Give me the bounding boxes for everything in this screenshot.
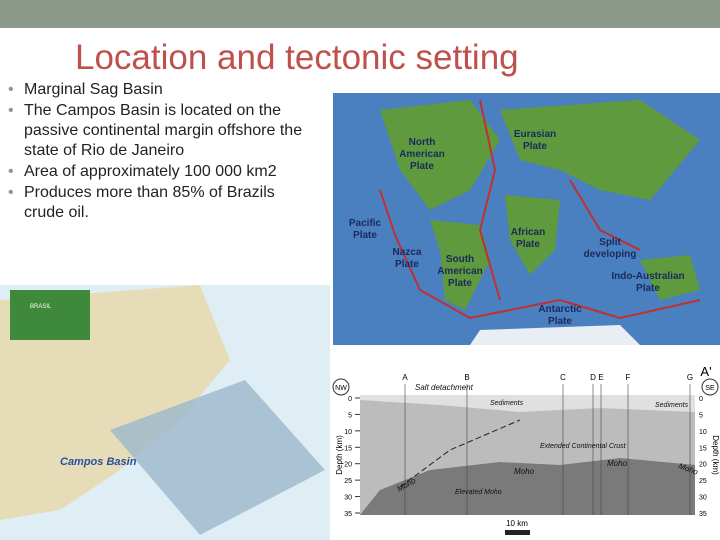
depth-tick: 5	[348, 412, 352, 419]
section-label: Moho	[607, 459, 628, 468]
plate-label: Eurasian Plate	[514, 129, 556, 152]
land	[430, 220, 490, 310]
depth-tick: 15	[344, 445, 352, 452]
section-label: Elevated Moho	[455, 489, 502, 496]
depth-tick: 0	[699, 396, 703, 403]
depth-tick: 35	[699, 511, 707, 518]
section-point: E	[598, 373, 603, 382]
slide-title: Location and tectonic setting	[75, 38, 519, 77]
depth-tick: 35	[344, 511, 352, 518]
plate-label: North American Plate	[399, 137, 445, 172]
section-point: A'	[700, 364, 711, 379]
axis-title: Depth (km)	[335, 435, 344, 475]
section-label: Moho	[514, 467, 535, 476]
land	[0, 285, 230, 520]
plate-label: Pacific Plate	[349, 218, 382, 241]
section-point: A	[402, 373, 408, 382]
campos-basin-area	[110, 380, 325, 535]
section-point: G	[687, 373, 693, 382]
scale-bar	[505, 530, 530, 535]
land	[640, 255, 700, 300]
land	[500, 100, 700, 200]
plate-label: Split developing	[584, 237, 637, 260]
depth-tick: 20	[699, 462, 707, 469]
plate-label: Indo-Australian Plate	[611, 271, 684, 294]
bullet: Produces more than 85% of Brazils crude …	[8, 183, 318, 223]
depth-tick: 10	[344, 429, 352, 436]
sediments	[360, 395, 695, 412]
depth-tick: 0	[348, 396, 352, 403]
depth-tick: 30	[344, 495, 352, 502]
direction-label: SE	[705, 385, 715, 392]
direction-label: NW	[335, 385, 347, 392]
section-point: B	[464, 373, 469, 382]
section-label: Salt detachment	[415, 383, 474, 392]
depth-tick: 5	[699, 412, 703, 419]
header-band	[0, 0, 720, 28]
direction-marker	[701, 378, 719, 396]
inset-map	[10, 290, 90, 340]
section-label: Sediments	[655, 402, 689, 409]
depth-tick: 25	[699, 478, 707, 485]
map-label: Campos Basin	[60, 456, 137, 468]
scale-label: 10 km	[506, 519, 528, 528]
land	[470, 325, 640, 345]
mantle	[360, 458, 695, 515]
land	[505, 195, 560, 275]
plate-label: South American Plate	[437, 254, 483, 289]
direction-marker	[332, 378, 350, 396]
plate-boundaries	[379, 99, 701, 320]
bullet: Marginal Sag Basin	[8, 80, 318, 100]
depth-tick: 10	[699, 429, 707, 436]
bullet-list: Marginal Sag BasinThe Campos Basin is lo…	[0, 80, 318, 224]
bullet: Area of approximately 100 000 km2	[8, 162, 318, 182]
plate-label: Nazca Plate	[393, 247, 422, 270]
map-label: BRASIL	[30, 304, 52, 310]
section-label: Sediments	[490, 400, 524, 407]
section-point: D	[590, 373, 596, 382]
axis-title: Depth (km)	[711, 435, 720, 475]
depth-tick: 15	[699, 445, 707, 452]
land	[380, 100, 500, 210]
depth-tick: 20	[344, 462, 352, 469]
depth-tick: 25	[344, 478, 352, 485]
section-point: C	[560, 373, 566, 382]
plate-label: Antarctic Plate	[538, 304, 582, 327]
depth-tick: 30	[699, 495, 707, 502]
section-point: F	[626, 373, 631, 382]
bullet: The Campos Basin is located on the passi…	[8, 101, 318, 161]
section-label: Extended Continental Crust	[540, 443, 627, 450]
fault	[399, 419, 521, 488]
plate-label: African Plate	[511, 227, 545, 250]
